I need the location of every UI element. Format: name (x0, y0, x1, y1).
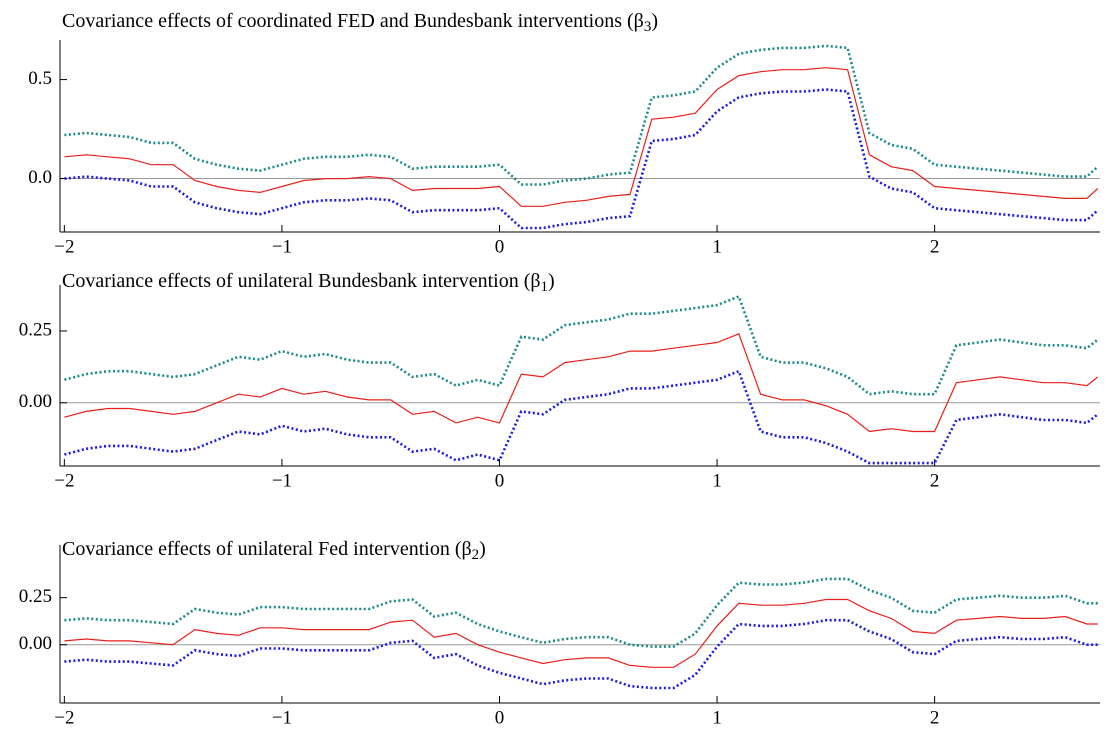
title-subscript: 2 (472, 547, 480, 563)
x-tick-label: 0 (495, 470, 505, 491)
x-tick-label: 0 (495, 707, 505, 728)
x-tick-label: −1 (272, 236, 292, 257)
x-tick-label: 1 (712, 236, 722, 257)
x-tick-label: −1 (272, 707, 292, 728)
x-tick-label: −2 (54, 236, 74, 257)
x-tick-label: 1 (712, 470, 722, 491)
y-tick-label: 0.00 (19, 391, 52, 412)
x-tick-label: −2 (54, 707, 74, 728)
series-line (64, 618, 1098, 690)
title-close: ) (651, 10, 658, 32)
series-line (64, 598, 1098, 668)
y-tick-label: 0.0 (28, 167, 52, 188)
title-subscript: 3 (644, 19, 652, 35)
title-text: Covariance effects of coordinated FED an… (62, 10, 644, 32)
x-tick-label: 1 (712, 707, 722, 728)
x-tick-label: 2 (930, 470, 940, 491)
series-line (64, 44, 1099, 186)
title-text: Covariance effects of unilateral Fed int… (62, 538, 472, 560)
title-subscript: 1 (541, 279, 549, 295)
x-tick-label: 0 (495, 236, 505, 257)
y-tick-label: 0.5 (28, 68, 52, 89)
x-tick-label: −1 (272, 470, 292, 491)
series-line (64, 577, 1098, 648)
title-close: ) (479, 538, 486, 560)
y-tick-label: 0.00 (19, 633, 52, 654)
x-tick-label: 2 (930, 236, 940, 257)
panel-title: Covariance effects of coordinated FED an… (62, 10, 658, 36)
x-tick-label: −2 (54, 470, 74, 491)
panel-title: Covariance effects of unilateral Bundesb… (62, 270, 555, 296)
series-line (64, 88, 1099, 230)
title-text: Covariance effects of unilateral Bundesb… (62, 270, 541, 292)
series-line (64, 67, 1099, 207)
x-tick-label: 2 (930, 707, 940, 728)
series-line (64, 333, 1099, 433)
series-line (64, 369, 1099, 465)
series-line (64, 294, 1099, 396)
y-tick-label: 0.25 (19, 586, 52, 607)
title-close: ) (548, 270, 555, 292)
panel-title: Covariance effects of unilateral Fed int… (62, 538, 486, 564)
y-tick-label: 0.25 (19, 319, 52, 340)
